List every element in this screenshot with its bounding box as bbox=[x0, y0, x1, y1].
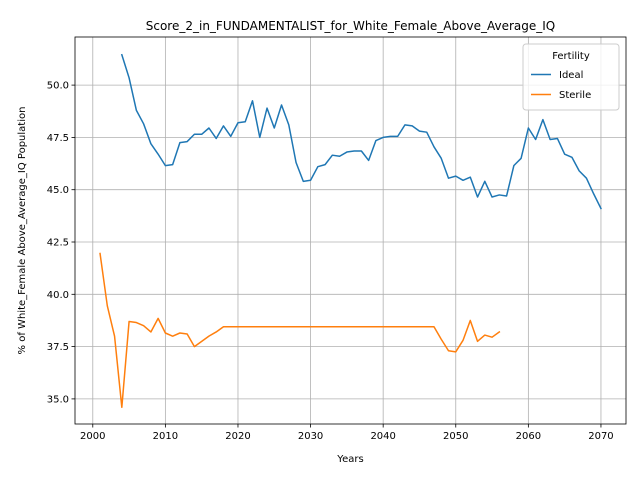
legend: Fertility Ideal Sterile bbox=[522, 43, 620, 111]
y-tick-label: 35.0 bbox=[47, 394, 69, 405]
legend-box bbox=[522, 43, 620, 111]
plot-frame bbox=[74, 36, 627, 425]
y-tick-label: 50.0 bbox=[47, 81, 69, 92]
legend-label-ideal: Ideal bbox=[559, 70, 583, 81]
chart-title: Score_2_in_FUNDAMENTALIST_for_White_Fema… bbox=[146, 19, 555, 33]
axis-ticks: 2000 2010 2020 2030 2040 2050 2060 2070 35.0 37.5… bbox=[47, 81, 614, 442]
x-tick-label: 2060 bbox=[516, 431, 541, 442]
y-tick-label: 37.5 bbox=[47, 342, 69, 353]
x-tick-label: 2020 bbox=[225, 431, 250, 442]
x-tick-label: 2030 bbox=[298, 431, 323, 442]
x-tick-label: 2070 bbox=[588, 431, 613, 442]
y-tick-label: 40.0 bbox=[47, 290, 69, 301]
series-lines bbox=[99, 53, 602, 409]
series-line-sterile bbox=[99, 252, 501, 409]
x-tick-label: 2050 bbox=[443, 431, 468, 442]
y-tick-label: 45.0 bbox=[47, 185, 69, 196]
x-tick-label: 2000 bbox=[80, 431, 105, 442]
y-axis-label: % of White_Female Above_Average_IQ Popul… bbox=[17, 107, 28, 355]
x-tick-label: 2040 bbox=[370, 431, 395, 442]
series-line-ideal bbox=[120, 53, 602, 210]
legend-label-sterile: Sterile bbox=[559, 90, 591, 101]
legend-title: Fertility bbox=[552, 51, 590, 62]
y-tick-label: 47.5 bbox=[47, 133, 69, 144]
x-axis-label: Years bbox=[336, 454, 363, 465]
x-tick-label: 2010 bbox=[153, 431, 178, 442]
y-tick-label: 42.5 bbox=[47, 238, 69, 249]
